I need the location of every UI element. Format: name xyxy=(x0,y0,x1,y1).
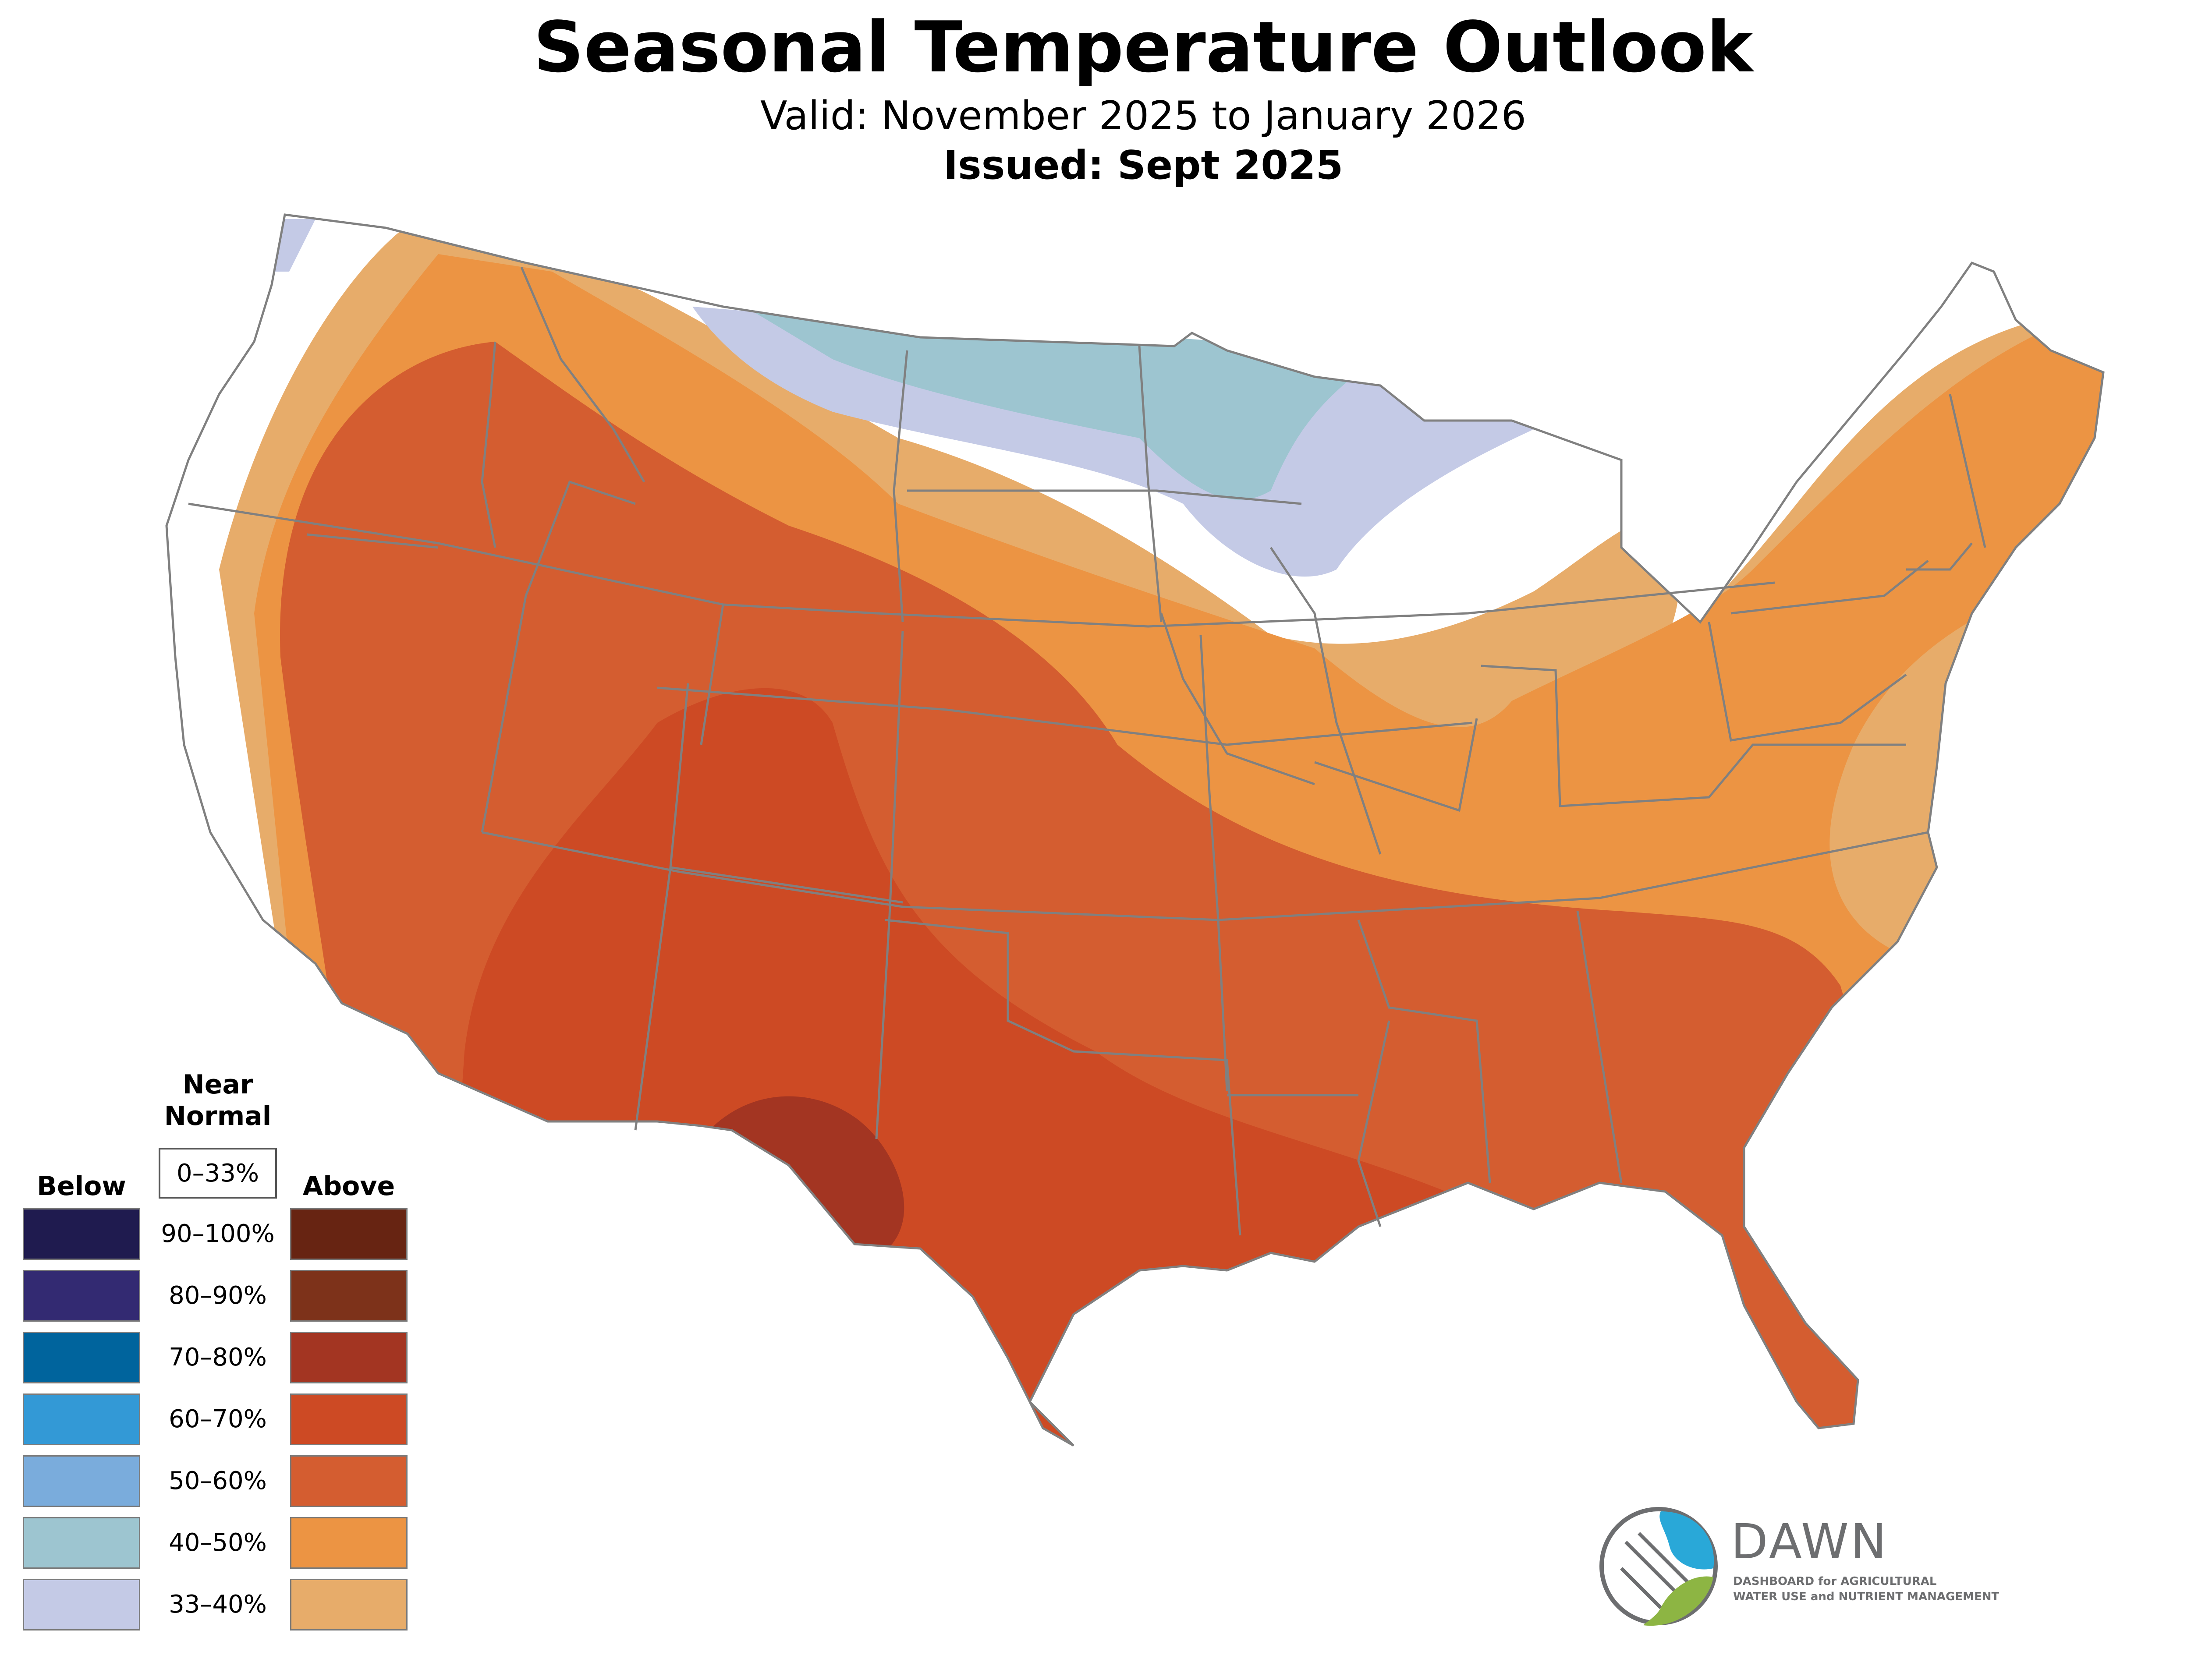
legend-swatch-above xyxy=(290,1270,408,1322)
zone-below-40-50 xyxy=(745,307,1358,500)
issued-date: Issued: Sept 2025 xyxy=(943,142,1344,188)
legend-swatch-below xyxy=(23,1579,140,1630)
legend-range-label: 33–40% xyxy=(169,1590,267,1619)
state-borders xyxy=(167,215,2103,1446)
legend-swatch-below xyxy=(23,1517,140,1569)
map-title: Seasonal Temperature Outlook xyxy=(533,6,1753,88)
legend-swatch-below xyxy=(23,1394,140,1445)
legend-range-label: 60–70% xyxy=(169,1405,267,1433)
legend-swatch-above xyxy=(290,1579,408,1630)
valid-period: Valid: November 2025 to January 2026 xyxy=(760,93,1527,139)
near-normal-range: 0–33% xyxy=(159,1148,277,1199)
legend-range-label: 70–80% xyxy=(169,1343,267,1372)
legend-swatch-below xyxy=(23,1455,140,1507)
legend-range-label: 80–90% xyxy=(169,1281,267,1310)
dawn-logo-line2: WATER USE and NUTRIENT MANAGEMENT xyxy=(1733,1590,2000,1603)
legend-swatch-above xyxy=(290,1394,408,1445)
legend-swatch-below xyxy=(23,1208,140,1260)
legend-range-label: 50–60% xyxy=(169,1467,267,1495)
legend-swatch-above xyxy=(290,1332,408,1383)
above-header: Above xyxy=(302,1171,395,1202)
legend-swatch-below xyxy=(23,1270,140,1322)
near-normal-header: Near Normal xyxy=(164,1069,272,1132)
legend-range-label: 90–100% xyxy=(161,1220,275,1248)
legend-swatch-above xyxy=(290,1208,408,1260)
legend-swatch-above xyxy=(290,1517,408,1569)
dawn-logo-line1: DASHBOARD for AGRICULTURAL xyxy=(1733,1575,1937,1588)
legend-range-label: 40–50% xyxy=(169,1528,267,1557)
below-header: Below xyxy=(37,1171,126,1202)
dawn-logo-icon xyxy=(1599,1507,1718,1626)
legend-swatch-below xyxy=(23,1332,140,1383)
legend-swatch-above xyxy=(290,1455,408,1507)
dawn-logo-name: DAWN xyxy=(1731,1514,1889,1570)
